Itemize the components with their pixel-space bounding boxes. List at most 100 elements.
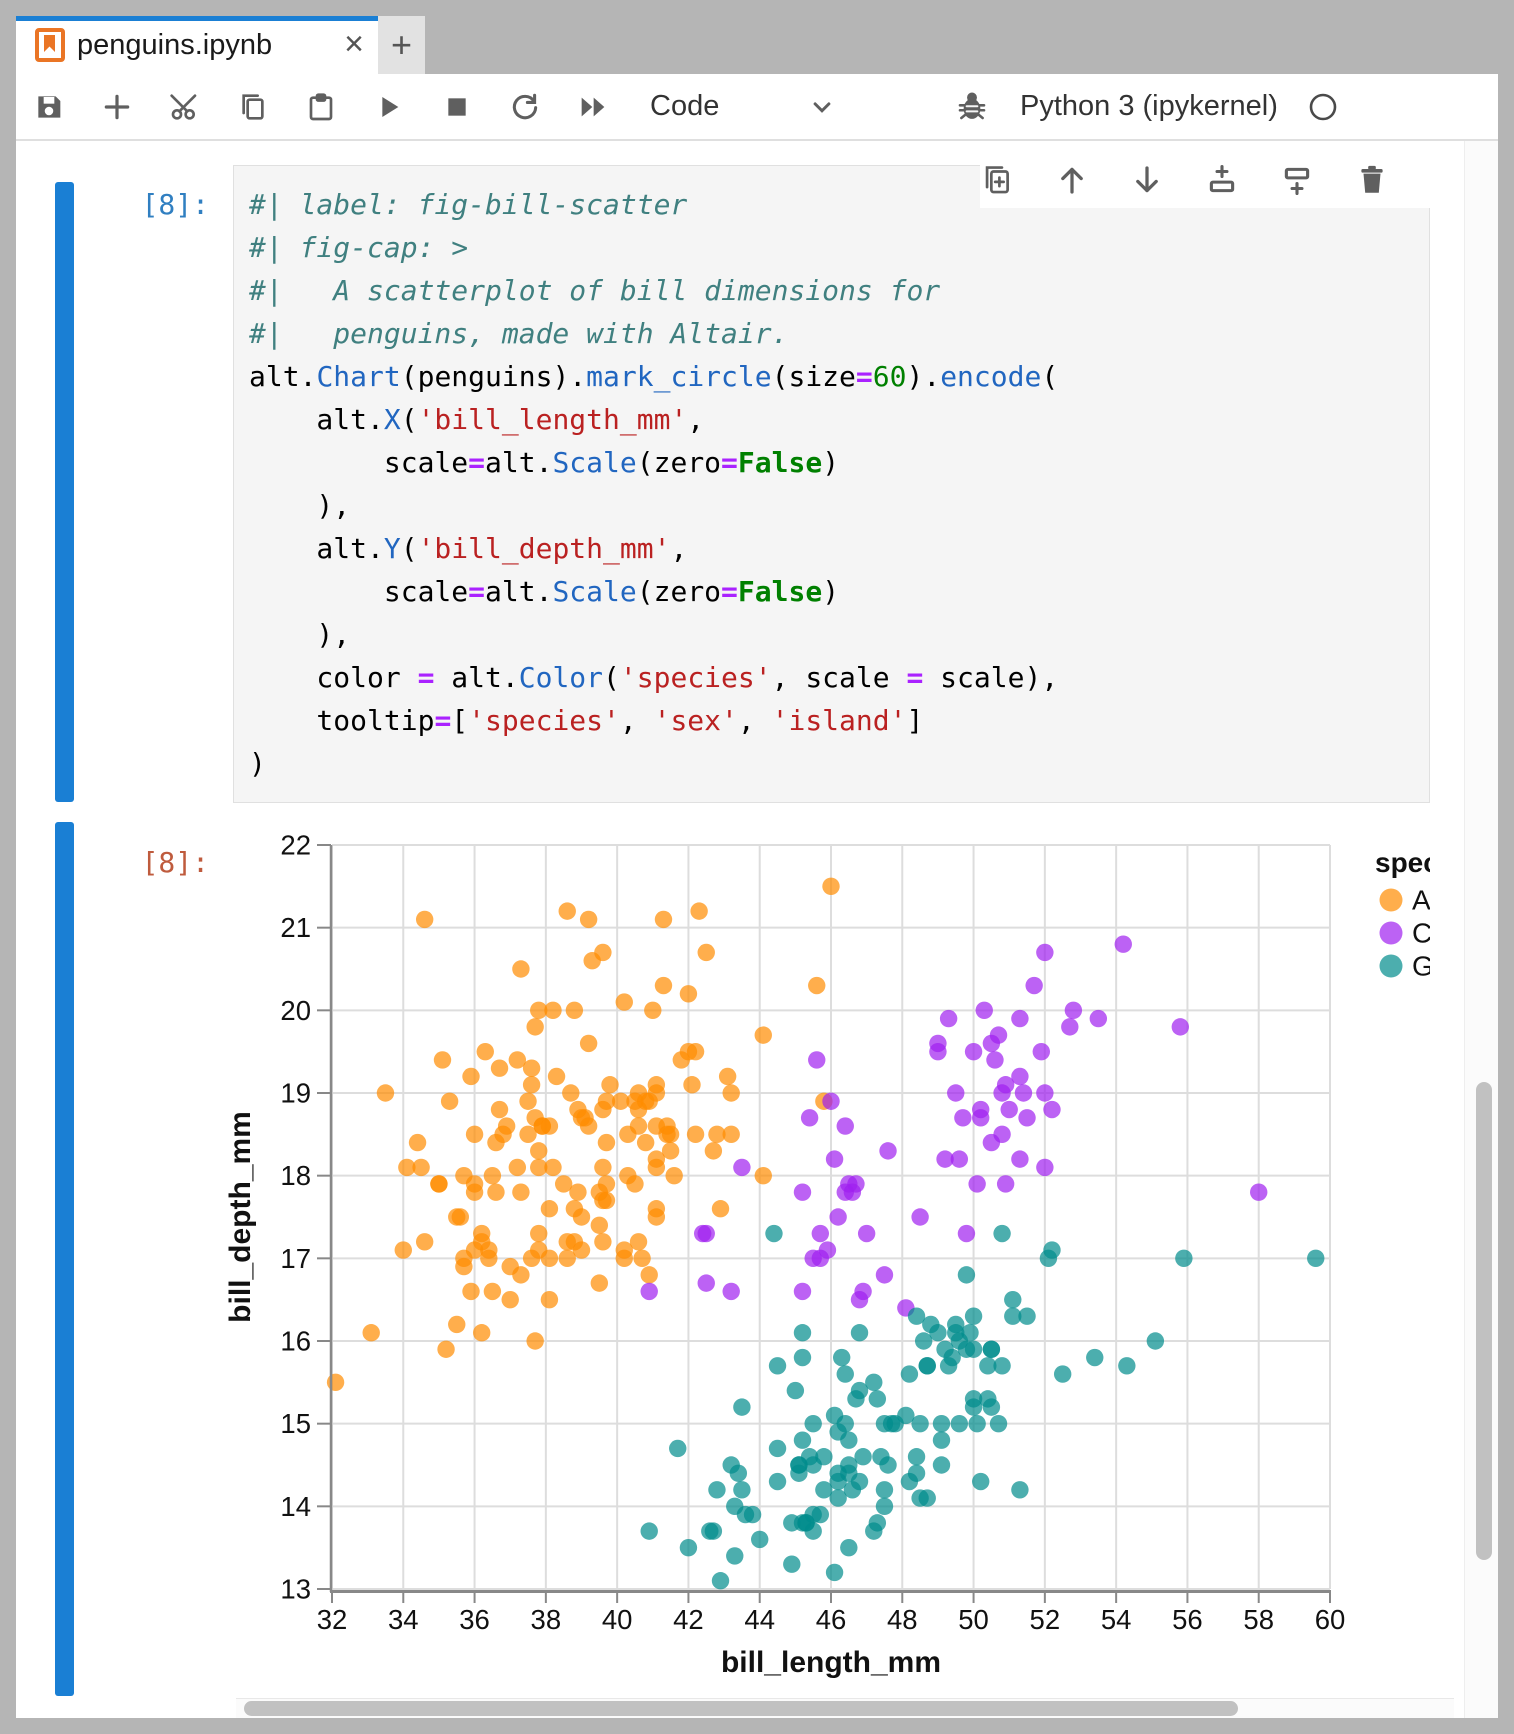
kernel-status-icon[interactable] bbox=[1308, 92, 1338, 122]
restart-icon[interactable] bbox=[509, 91, 541, 123]
cell-type-dropdown[interactable]: Code bbox=[650, 74, 837, 139]
x-tick-label: 42 bbox=[673, 1604, 704, 1635]
data-point-gentoo bbox=[914, 1332, 933, 1350]
data-point-adelie bbox=[636, 1133, 655, 1152]
insert-cell-icon[interactable] bbox=[101, 91, 133, 123]
data-point-gentoo bbox=[872, 1448, 890, 1466]
data-point-gentoo bbox=[900, 1365, 919, 1383]
data-point-adelie bbox=[590, 1274, 609, 1292]
code-line: tooltip=['species', 'sex', 'island'] bbox=[249, 704, 924, 737]
data-point-chinstrap bbox=[697, 1224, 715, 1243]
data-point-gentoo bbox=[957, 1340, 976, 1358]
data-point-adelie bbox=[629, 1084, 648, 1102]
output-cell-collapser[interactable] bbox=[55, 822, 74, 1696]
data-point-adelie bbox=[376, 1084, 395, 1102]
data-point-adelie bbox=[512, 1183, 530, 1201]
stop-icon[interactable] bbox=[441, 91, 473, 123]
insert-above-icon[interactable] bbox=[1205, 163, 1239, 197]
code-editor[interactable]: #| label: fig-bill-scatter #| fig-cap: > #… bbox=[249, 183, 1419, 785]
save-icon[interactable] bbox=[33, 91, 65, 123]
move-down-icon[interactable] bbox=[1130, 163, 1164, 197]
data-point-gentoo bbox=[897, 1406, 915, 1425]
code-cell-collapser[interactable] bbox=[55, 182, 74, 802]
data-point-chinstrap bbox=[964, 1042, 983, 1061]
data-point-adelie bbox=[519, 1125, 537, 1144]
data-point-chinstrap bbox=[1064, 1001, 1083, 1020]
data-point-adelie bbox=[619, 1125, 637, 1144]
data-point-gentoo bbox=[783, 1514, 801, 1532]
y-tick-label: 16 bbox=[280, 1326, 311, 1357]
tab-penguins-notebook[interactable]: penguins.ipynb × bbox=[16, 16, 378, 74]
data-point-adelie bbox=[412, 1158, 430, 1177]
data-point-chinstrap bbox=[836, 1183, 854, 1201]
data-point-adelie bbox=[522, 1076, 541, 1094]
data-point-adelie bbox=[626, 1175, 644, 1193]
kernel-name[interactable]: Python 3 (ipykernel) bbox=[1020, 90, 1278, 122]
copy-icon[interactable] bbox=[237, 91, 269, 123]
data-point-gentoo bbox=[793, 1324, 812, 1342]
code-line: #| A scatterplot of bill dimensions for bbox=[249, 274, 941, 307]
data-point-chinstrap bbox=[722, 1282, 740, 1301]
data-point-adelie bbox=[490, 1100, 509, 1119]
new-tab-button[interactable]: + bbox=[378, 16, 425, 74]
horizontal-scrollbar-thumb[interactable] bbox=[244, 1701, 1238, 1716]
data-point-adelie bbox=[519, 1092, 537, 1110]
data-point-gentoo bbox=[875, 1481, 894, 1499]
x-tick-label: 44 bbox=[744, 1604, 775, 1635]
data-point-adelie bbox=[398, 1158, 416, 1177]
data-point-gentoo bbox=[850, 1381, 869, 1400]
chevron-down-icon bbox=[807, 92, 837, 122]
debugger-icon[interactable] bbox=[955, 89, 989, 123]
delete-icon[interactable] bbox=[1355, 163, 1389, 197]
data-point-adelie bbox=[690, 902, 708, 920]
data-point-gentoo bbox=[993, 1224, 1011, 1243]
data-point-adelie bbox=[490, 1059, 509, 1077]
insert-below-icon[interactable] bbox=[1280, 163, 1314, 197]
x-tick-label: 52 bbox=[1030, 1604, 1061, 1635]
data-point-adelie bbox=[754, 1026, 772, 1044]
data-point-gentoo bbox=[708, 1481, 726, 1499]
data-point-chinstrap bbox=[640, 1282, 658, 1301]
data-point-chinstrap bbox=[857, 1224, 876, 1243]
data-point-gentoo bbox=[907, 1448, 926, 1466]
data-point-adelie bbox=[544, 1001, 562, 1020]
vertical-scrollbar-thumb[interactable] bbox=[1476, 1082, 1492, 1560]
code-line: alt.Y('bill_depth_mm', bbox=[249, 532, 688, 565]
data-point-gentoo bbox=[768, 1439, 787, 1458]
y-tick-label: 19 bbox=[280, 1078, 311, 1109]
data-point-adelie bbox=[530, 1158, 548, 1177]
data-point-gentoo bbox=[932, 1431, 951, 1449]
data-point-chinstrap bbox=[989, 1026, 1008, 1044]
data-point-adelie bbox=[686, 1042, 705, 1061]
close-icon[interactable]: × bbox=[344, 25, 364, 63]
data-point-gentoo bbox=[793, 1431, 812, 1449]
data-point-chinstrap bbox=[875, 1266, 894, 1284]
data-point-chinstrap bbox=[850, 1290, 869, 1309]
data-point-gentoo bbox=[669, 1439, 687, 1458]
data-point-gentoo bbox=[733, 1481, 751, 1499]
legend-swatch-chinstrap bbox=[1379, 921, 1403, 945]
data-point-gentoo bbox=[743, 1505, 762, 1524]
code-cell[interactable] bbox=[233, 165, 1430, 803]
move-up-icon[interactable] bbox=[1055, 163, 1089, 197]
data-point-chinstrap bbox=[1014, 1084, 1033, 1102]
code-line: scale=alt.Scale(zero=False) bbox=[249, 575, 840, 608]
data-point-chinstrap bbox=[808, 1051, 826, 1069]
data-point-gentoo bbox=[964, 1390, 983, 1408]
duplicate-cell-icon[interactable] bbox=[980, 163, 1014, 197]
paste-icon[interactable] bbox=[305, 91, 337, 123]
data-point-adelie bbox=[722, 1125, 740, 1144]
data-point-adelie bbox=[569, 1183, 587, 1201]
data-point-gentoo bbox=[1053, 1365, 1072, 1383]
data-point-chinstrap bbox=[829, 1208, 847, 1226]
cut-icon[interactable] bbox=[169, 91, 201, 123]
run-icon[interactable] bbox=[373, 91, 405, 123]
data-point-gentoo bbox=[768, 1472, 787, 1491]
data-point-gentoo bbox=[786, 1381, 805, 1400]
data-point-adelie bbox=[711, 1200, 730, 1218]
data-point-adelie bbox=[483, 1166, 502, 1185]
data-point-chinstrap bbox=[811, 1249, 830, 1268]
legend-label-adelie: Adelie bbox=[1412, 885, 1430, 916]
data-point-chinstrap bbox=[993, 1125, 1011, 1144]
run-all-icon[interactable] bbox=[577, 91, 609, 123]
